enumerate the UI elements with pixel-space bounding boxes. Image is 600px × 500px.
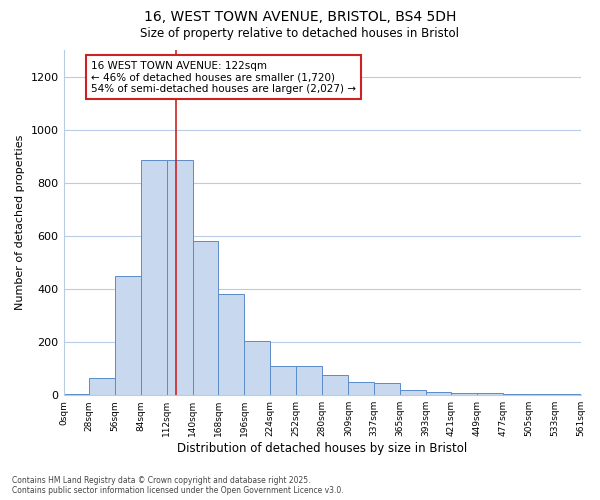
Bar <box>218 294 244 395</box>
Bar <box>554 394 581 395</box>
Bar <box>425 392 451 395</box>
Text: 16, WEST TOWN AVENUE, BRISTOL, BS4 5DH: 16, WEST TOWN AVENUE, BRISTOL, BS4 5DH <box>144 10 456 24</box>
Bar <box>193 241 218 395</box>
Bar <box>167 160 193 395</box>
Text: 16 WEST TOWN AVENUE: 122sqm
← 46% of detached houses are smaller (1,720)
54% of : 16 WEST TOWN AVENUE: 122sqm ← 46% of det… <box>91 60 356 94</box>
Bar <box>322 376 348 395</box>
Bar <box>115 276 141 395</box>
Bar <box>400 390 425 395</box>
Text: Size of property relative to detached houses in Bristol: Size of property relative to detached ho… <box>140 28 460 40</box>
Bar <box>374 384 400 395</box>
Bar <box>554 394 581 395</box>
Bar <box>503 394 529 395</box>
Bar <box>451 392 477 395</box>
Bar <box>64 394 89 395</box>
Bar <box>141 160 167 395</box>
Text: Contains HM Land Registry data © Crown copyright and database right 2025.
Contai: Contains HM Land Registry data © Crown c… <box>12 476 344 495</box>
Y-axis label: Number of detached properties: Number of detached properties <box>15 135 25 310</box>
Bar <box>296 366 322 395</box>
Bar <box>529 394 554 395</box>
Bar <box>89 378 115 395</box>
Bar <box>270 366 296 395</box>
Bar <box>244 341 270 395</box>
X-axis label: Distribution of detached houses by size in Bristol: Distribution of detached houses by size … <box>177 442 467 455</box>
Bar <box>477 393 503 395</box>
Bar <box>348 382 374 395</box>
